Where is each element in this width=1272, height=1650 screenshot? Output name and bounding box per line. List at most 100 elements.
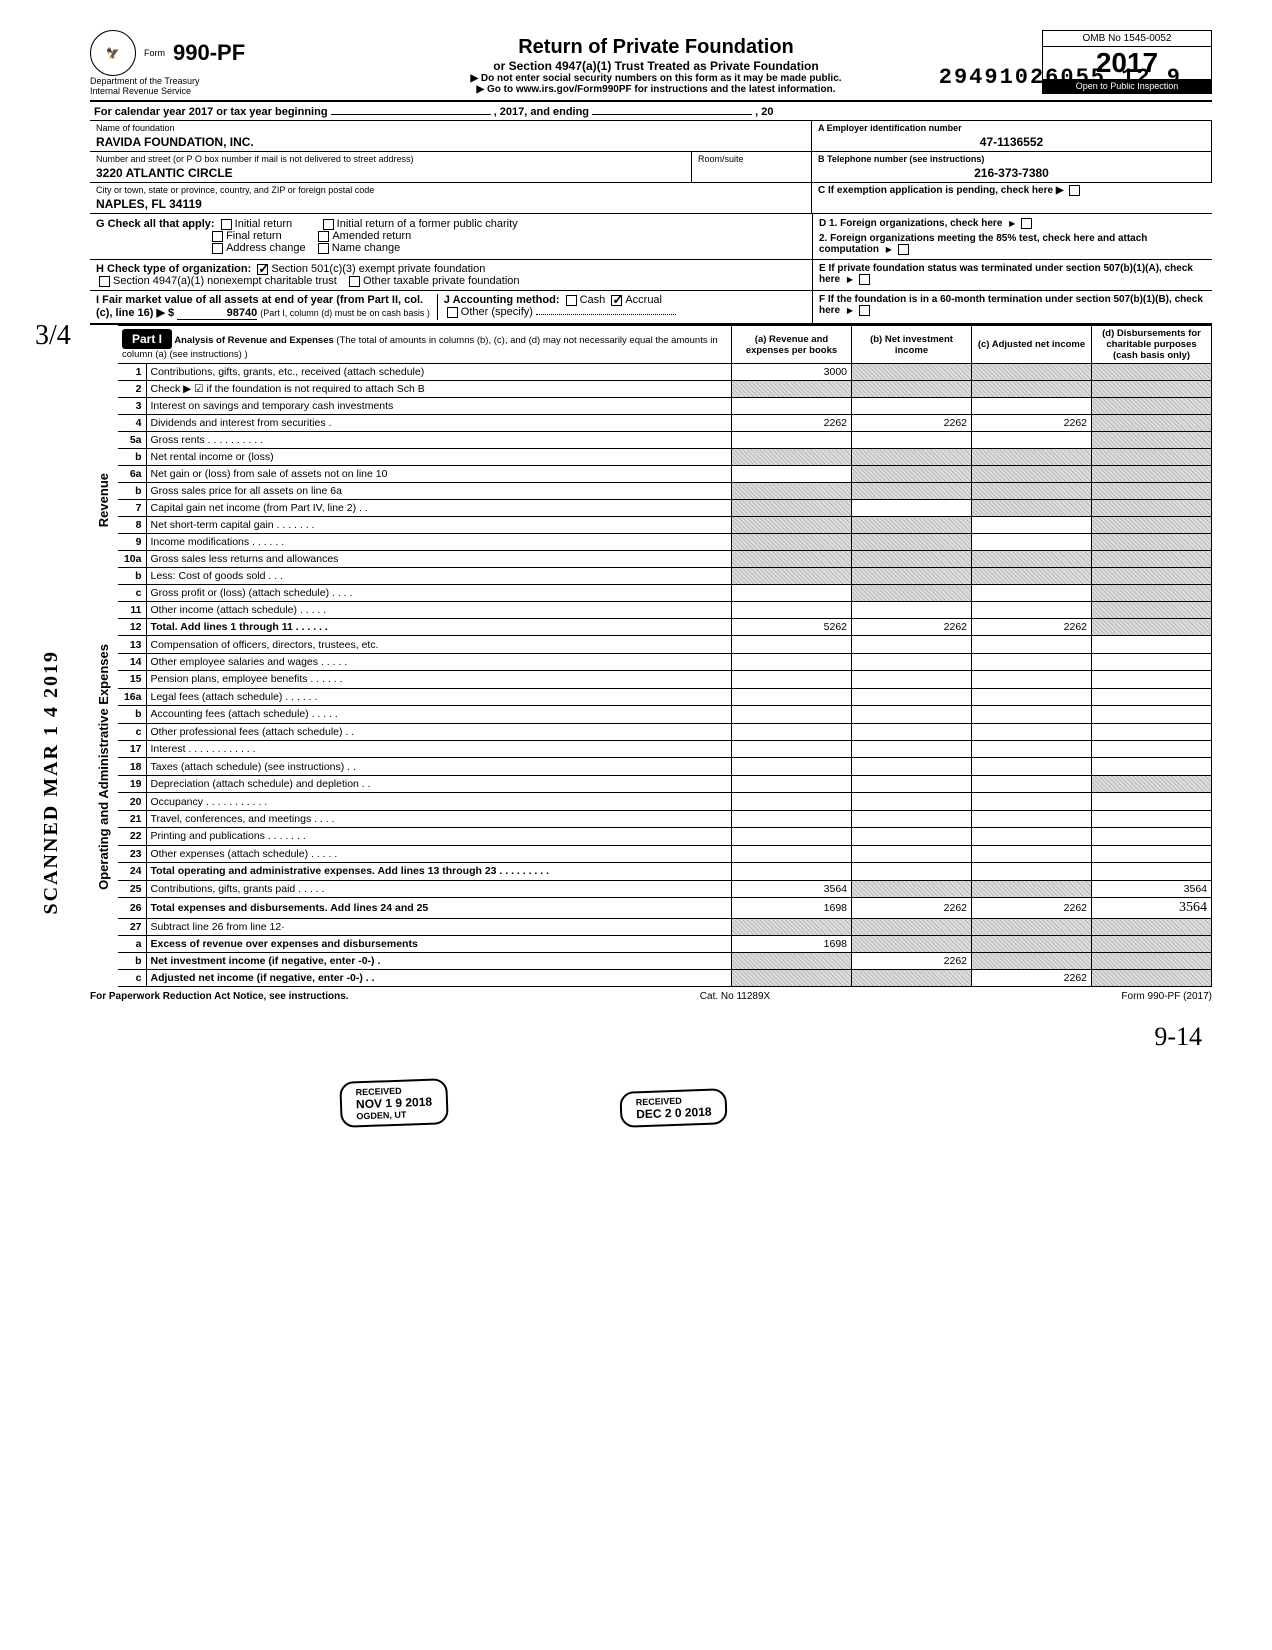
line-1-a: 3000 xyxy=(732,364,852,381)
line-4-c: 2262 xyxy=(972,415,1092,432)
form-subtitle: or Section 4947(a)(1) Trust Treated as P… xyxy=(280,59,1032,73)
g-final-return[interactable] xyxy=(212,231,223,242)
h-501c3: Section 501(c)(3) exempt private foundat… xyxy=(271,263,485,275)
telephone-label: B Telephone number (see instructions) xyxy=(818,154,1205,164)
line-6a-desc: Net gain or (loss) from sale of assets n… xyxy=(146,466,732,483)
line-7-desc: Capital gain net income (from Part IV, l… xyxy=(146,500,732,517)
received-stamp-nov: RECEIVED NOV 1 9 2018 OGDEN, UT xyxy=(339,1078,449,1128)
col-d-header: (d) Disbursements for charitable purpose… xyxy=(1092,326,1212,364)
line-10a-desc: Gross sales less returns and allowances xyxy=(146,551,732,568)
line-21-desc: Travel, conferences, and meetings . . . … xyxy=(146,810,732,827)
instructions-url: ▶ Go to www.irs.gov/Form990PF for instru… xyxy=(280,84,1032,95)
line-12-c: 2262 xyxy=(972,619,1092,636)
form-number: 990-PF xyxy=(173,40,245,66)
g-label: G Check all that apply: xyxy=(96,218,215,230)
h-4947-checkbox[interactable] xyxy=(99,276,110,287)
telephone-value: 216-373-7380 xyxy=(818,164,1205,180)
line-25-desc: Contributions, gifts, grants paid . . . … xyxy=(146,880,732,898)
line-8-desc: Net short-term capital gain . . . . . . … xyxy=(146,517,732,534)
g-address-change[interactable] xyxy=(212,243,223,254)
received-stamp-dec: RECEIVED DEC 2 0 2018 xyxy=(619,1088,728,1128)
line-26-c: 2262 xyxy=(972,898,1092,919)
g-opt-4: Amended return xyxy=(332,230,411,242)
handwritten-914: 9-14 xyxy=(1154,1022,1202,1052)
address-label: Number and street (or P O box number if … xyxy=(96,154,685,164)
form-label: Form xyxy=(144,48,165,58)
line-27a-desc: Excess of revenue over expenses and disb… xyxy=(146,936,732,953)
cal-mid: , 2017, and ending xyxy=(494,106,589,118)
line-16a-desc: Legal fees (attach schedule) . . . . . . xyxy=(146,688,732,705)
ein-value: 47-1136552 xyxy=(818,133,1205,149)
d1-checkbox[interactable] xyxy=(1021,218,1032,229)
footer-cat-no: Cat. No 11289X xyxy=(700,991,770,1002)
j-cash-checkbox[interactable] xyxy=(566,295,577,306)
address-value: 3220 ATLANTIC CIRCLE xyxy=(96,164,685,180)
irs-eagle-icon: 🦅 xyxy=(90,30,136,76)
g-opt-3: Initial return of a former public charit… xyxy=(337,218,518,230)
line-26-a: 1698 xyxy=(732,898,852,919)
line-18-desc: Taxes (attach schedule) (see instruction… xyxy=(146,758,732,775)
i-note: (Part I, column (d) must be on cash basi… xyxy=(260,308,430,318)
g-name-change[interactable] xyxy=(318,243,329,254)
col-c-header: (c) Adjusted net income xyxy=(972,326,1092,364)
h-other: Other taxable private foundation xyxy=(363,275,520,287)
j-other-checkbox[interactable] xyxy=(447,307,458,318)
g-opt-2: Address change xyxy=(226,242,306,254)
line-4-b: 2262 xyxy=(852,415,972,432)
g-opt-0: Initial return xyxy=(235,218,292,230)
dept-irs: Internal Revenue Service xyxy=(90,86,270,96)
calendar-year-label: For calendar year 2017 or tax year begin… xyxy=(94,106,328,118)
line-12-a: 5262 xyxy=(732,619,852,636)
g-opt-5: Name change xyxy=(332,242,401,254)
handwritten-34: 3/4 xyxy=(35,320,71,352)
e-checkbox[interactable] xyxy=(859,274,870,285)
expenses-side-label: Operating and Administrative Expenses xyxy=(94,638,113,896)
form-title: Return of Private Foundation xyxy=(280,36,1032,59)
col-a-header: (a) Revenue and expenses per books xyxy=(732,326,852,364)
line-27c-c: 2262 xyxy=(972,970,1092,987)
line-22-desc: Printing and publications . . . . . . . xyxy=(146,828,732,845)
i-value: 98740 xyxy=(177,307,257,320)
dept-treasury: Department of the Treasury xyxy=(90,76,270,86)
f-checkbox[interactable] xyxy=(859,305,870,316)
line-24-desc: Total operating and administrative expen… xyxy=(146,863,732,880)
part-1-title: Analysis of Revenue and Expenses xyxy=(174,335,333,346)
e-label: E If private foundation status was termi… xyxy=(819,263,1193,285)
line-6b-desc: Gross sales price for all assets on line… xyxy=(146,483,732,500)
line-1-desc: Contributions, gifts, grants, etc., rece… xyxy=(146,364,732,381)
foundation-name: RAVIDA FOUNDATION, INC. xyxy=(96,133,805,149)
h-other-checkbox[interactable] xyxy=(349,276,360,287)
line-10b-desc: Less: Cost of goods sold . . . xyxy=(146,568,732,585)
cal-end: , 20 xyxy=(755,106,773,118)
city-value: NAPLES, FL 34119 xyxy=(96,195,805,211)
scanned-stamp: SCANNED MAR 1 4 2019 xyxy=(40,650,63,914)
g-former-charity[interactable] xyxy=(323,219,334,230)
j-accrual-checkbox[interactable] xyxy=(611,295,622,306)
city-label: City or town, state or province, country… xyxy=(96,185,805,195)
line-9-desc: Income modifications . . . . . . xyxy=(146,534,732,551)
part-1-label: Part I xyxy=(122,329,172,349)
line-4-desc: Dividends and interest from securities . xyxy=(146,415,732,432)
line-16c-desc: Other professional fees (attach schedule… xyxy=(146,723,732,740)
line-27b-b: 2262 xyxy=(852,953,972,970)
line-27a-a: 1698 xyxy=(732,936,852,953)
line-20-desc: Occupancy . . . . . . . . . . . xyxy=(146,793,732,810)
g-opt-1: Final return xyxy=(226,230,282,242)
g-initial-return[interactable] xyxy=(221,219,232,230)
j-other: Other (specify) xyxy=(461,306,533,318)
ein-label: A Employer identification number xyxy=(818,123,1205,133)
document-id: 29491026055 12 9 xyxy=(939,65,1182,90)
footer-form-ref: Form 990-PF (2017) xyxy=(1121,991,1212,1002)
col-b-header: (b) Net investment income xyxy=(852,326,972,364)
d2-checkbox[interactable] xyxy=(898,244,909,255)
c-checkbox[interactable] xyxy=(1069,185,1080,196)
c-exemption-label: C If exemption application is pending, c… xyxy=(818,185,1064,196)
line-27c-desc: Adjusted net income (if negative, enter … xyxy=(146,970,732,987)
h-501c3-checkbox[interactable] xyxy=(257,264,268,275)
line-4-a: 2262 xyxy=(732,415,852,432)
line-26-b: 2262 xyxy=(852,898,972,919)
omb-number: OMB No 1545-0052 xyxy=(1043,31,1211,47)
line-13-desc: Compensation of officers, directors, tru… xyxy=(146,636,732,653)
line-12-desc: Total. Add lines 1 through 11 . . . . . … xyxy=(146,619,732,636)
g-amended[interactable] xyxy=(318,231,329,242)
